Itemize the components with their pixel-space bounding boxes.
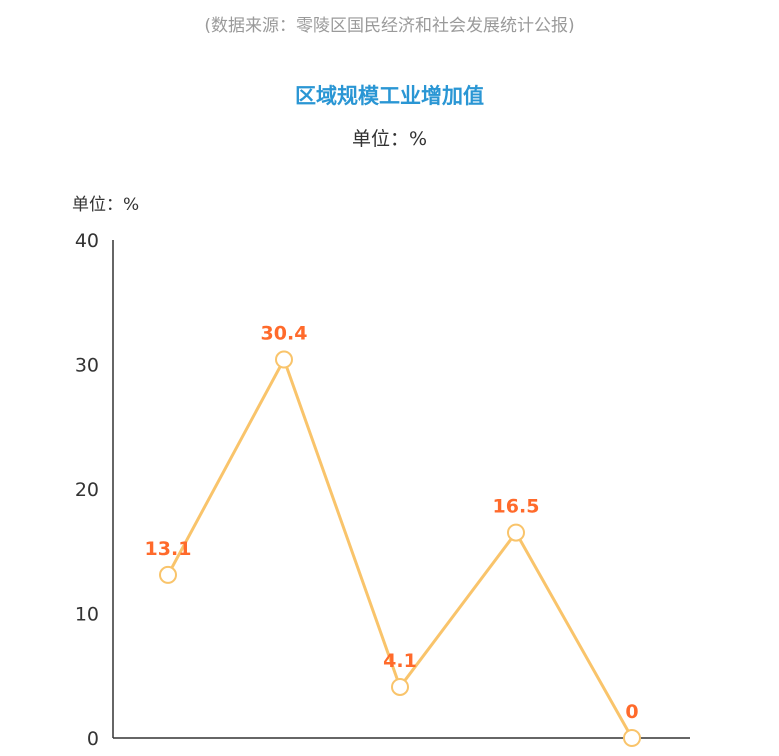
y-tick-label: 20 [75, 479, 99, 501]
data-label: 4.1 [383, 650, 417, 672]
data-label: 16.5 [493, 496, 540, 518]
y-tick-label: 30 [75, 355, 99, 377]
y-tick-label: 40 [75, 230, 99, 252]
data-label: 30.4 [261, 323, 308, 345]
chart-title: 区域规模工业增加值 [295, 84, 484, 108]
data-point[interactable] [623, 729, 641, 747]
chart-subtitle: 单位：% [351, 128, 428, 150]
data-point[interactable] [275, 350, 293, 369]
y-tick-label: 10 [75, 604, 99, 626]
data-point[interactable] [507, 523, 525, 542]
data-point[interactable] [391, 677, 409, 696]
data-label: 13.1 [145, 538, 192, 560]
data-point[interactable] [159, 565, 177, 584]
data-source-note: (数据来源：零陵区国民经济和社会发展统计公报) [204, 16, 575, 36]
data-label: 0 [625, 701, 638, 723]
y-tick-label: 0 [87, 728, 99, 750]
y-axis-label: 单位：% [72, 195, 139, 215]
